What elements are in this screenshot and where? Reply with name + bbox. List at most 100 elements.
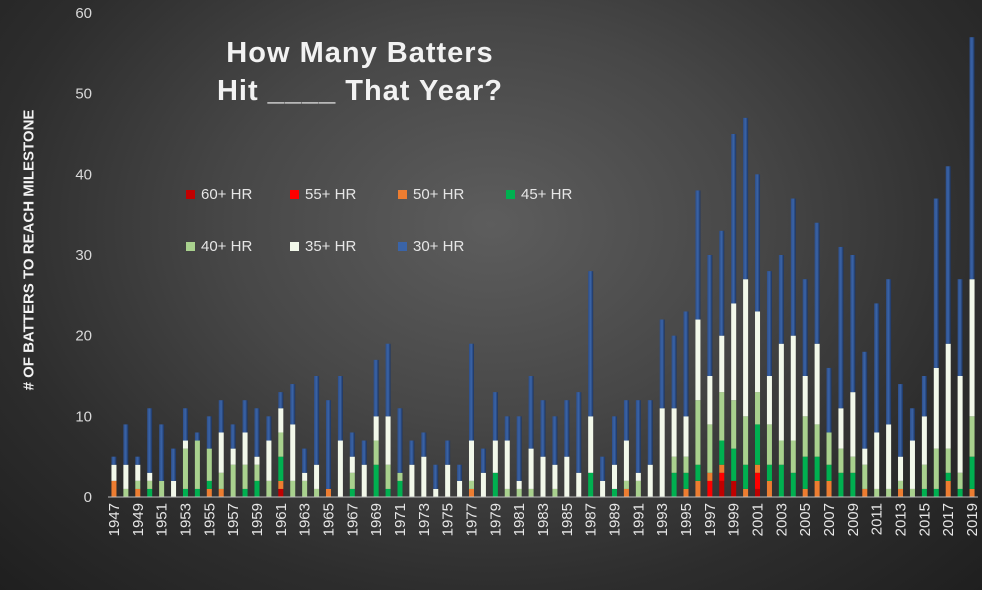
bar-2004-45-hr — [790, 472, 796, 497]
bar-2019-35-hr — [969, 279, 975, 417]
bar-1999-40-hr — [731, 400, 737, 449]
x-tick-label-1971: 1971 — [392, 503, 409, 536]
bar-2000-30-hr — [743, 117, 749, 280]
x-tick-label-1973: 1973 — [416, 503, 433, 536]
x-tick-label-2017: 2017 — [940, 503, 957, 536]
bar-1977-50-hr — [468, 488, 474, 497]
legend-item-60-hr: 60+ HR — [186, 186, 252, 203]
bar-2009-30-hr — [850, 255, 856, 393]
x-tick-label-1947: 1947 — [106, 503, 123, 536]
bar-1950-40-hr — [147, 480, 153, 489]
bar-1997-30-hr — [707, 255, 713, 376]
chart-title-line-1: How Many Batters — [226, 37, 494, 69]
bar-1986-30-hr — [576, 392, 582, 473]
bar-1950-45-hr — [147, 488, 153, 497]
bar-1973-30-hr — [421, 432, 427, 457]
y-tick-label-40: 40 — [75, 166, 92, 183]
bar-1956-30-hr — [218, 400, 224, 433]
bar-1966-35-hr — [337, 440, 343, 497]
bar-1999-60-hr — [731, 480, 737, 497]
bar-2001-30-hr — [755, 174, 761, 312]
bar-1967-45-hr — [349, 488, 355, 497]
bar-2008-40-hr — [838, 448, 844, 473]
bar-1998-40-hr — [719, 392, 725, 441]
x-tick-label-1983: 1983 — [535, 503, 552, 536]
legend-swatch-60-hr — [186, 190, 195, 199]
x-tick-label-2015: 2015 — [916, 503, 933, 536]
bar-1955-45-hr — [206, 480, 212, 489]
bar-1955-30-hr — [206, 416, 212, 449]
bar-1964-30-hr — [314, 376, 320, 465]
bar-1990-40-hr — [623, 480, 629, 489]
bar-1960-35-hr — [266, 440, 272, 481]
bar-1960-30-hr — [266, 416, 272, 441]
bar-1994-35-hr — [671, 408, 677, 457]
bar-1979-35-hr — [492, 440, 498, 473]
bar-2004-40-hr — [790, 440, 796, 473]
legend-item-30-hr: 30+ HR — [398, 238, 464, 255]
bar-2007-50-hr — [826, 480, 832, 497]
bar-2016-35-hr — [933, 367, 939, 449]
x-tick-label-2019: 2019 — [964, 503, 981, 536]
y-tick-label-60: 60 — [75, 5, 92, 22]
bar-2008-45-hr — [838, 472, 844, 497]
legend-item-35-hr: 35+ HR — [290, 238, 356, 255]
bar-1982-30-hr — [528, 376, 534, 449]
bar-2019-40-hr — [969, 416, 975, 457]
bar-2019-30-hr — [969, 37, 975, 280]
bar-1963-40-hr — [302, 480, 308, 497]
bar-1971-30-hr — [397, 408, 403, 473]
bar-1968-30-hr — [361, 440, 367, 465]
bar-1980-35-hr — [504, 440, 510, 489]
bar-1989-35-hr — [612, 464, 618, 489]
bar-2019-45-hr — [969, 456, 975, 489]
bar-2003-40-hr — [778, 440, 784, 465]
bar-1996-35-hr — [695, 319, 701, 401]
bar-1955-50-hr — [206, 488, 212, 497]
bar-2011-40-hr — [874, 488, 880, 497]
bar-2018-40-hr — [957, 472, 963, 489]
bar-1963-30-hr — [302, 448, 308, 473]
x-tick-label-1965: 1965 — [321, 503, 338, 536]
bar-1968-35-hr — [361, 464, 367, 497]
bar-1977-30-hr — [468, 343, 474, 441]
bar-1995-30-hr — [683, 311, 689, 417]
bar-2002-35-hr — [766, 376, 772, 425]
bar-2011-35-hr — [874, 432, 880, 489]
bar-2013-30-hr — [898, 384, 904, 457]
bar-1954-40-hr — [194, 440, 200, 489]
bar-1986-35-hr — [576, 472, 582, 497]
x-tick-label-2005: 2005 — [797, 503, 814, 536]
x-tick-label-1981: 1981 — [511, 503, 528, 536]
bar-2010-35-hr — [862, 448, 868, 465]
bar-1988-35-hr — [600, 480, 606, 497]
bar-1970-40-hr — [385, 464, 391, 489]
legend-item-45-hr: 45+ HR — [506, 186, 572, 203]
bar-1998-35-hr — [719, 335, 725, 393]
bar-1994-45-hr — [671, 472, 677, 497]
chart-title-line-2: Hit ____ That Year? — [216, 75, 504, 107]
bar-1974-30-hr — [433, 464, 439, 489]
bar-1983-30-hr — [540, 400, 546, 457]
x-tick-label-1951: 1951 — [154, 503, 171, 536]
bar-1984-30-hr — [552, 416, 558, 465]
bar-1964-35-hr — [314, 464, 320, 489]
bar-1993-35-hr — [659, 408, 665, 497]
bar-1967-30-hr — [349, 432, 355, 457]
bar-1995-35-hr — [683, 416, 689, 457]
bar-1995-50-hr — [683, 488, 689, 497]
bar-2018-45-hr — [957, 488, 963, 497]
bar-2006-45-hr — [814, 456, 820, 481]
bar-2003-30-hr — [778, 255, 784, 344]
bar-1954-45-hr — [194, 488, 200, 497]
bar-1988-30-hr — [600, 456, 606, 481]
x-tick-label-2009: 2009 — [845, 503, 862, 536]
x-tick-label-1993: 1993 — [654, 503, 671, 536]
bar-1991-40-hr — [635, 480, 641, 497]
bar-2017-45-hr — [945, 472, 951, 481]
y-tick-label-10: 10 — [75, 408, 92, 425]
bar-1998-30-hr — [719, 230, 725, 336]
bar-1971-40-hr — [397, 472, 403, 481]
bar-1979-30-hr — [492, 392, 498, 441]
